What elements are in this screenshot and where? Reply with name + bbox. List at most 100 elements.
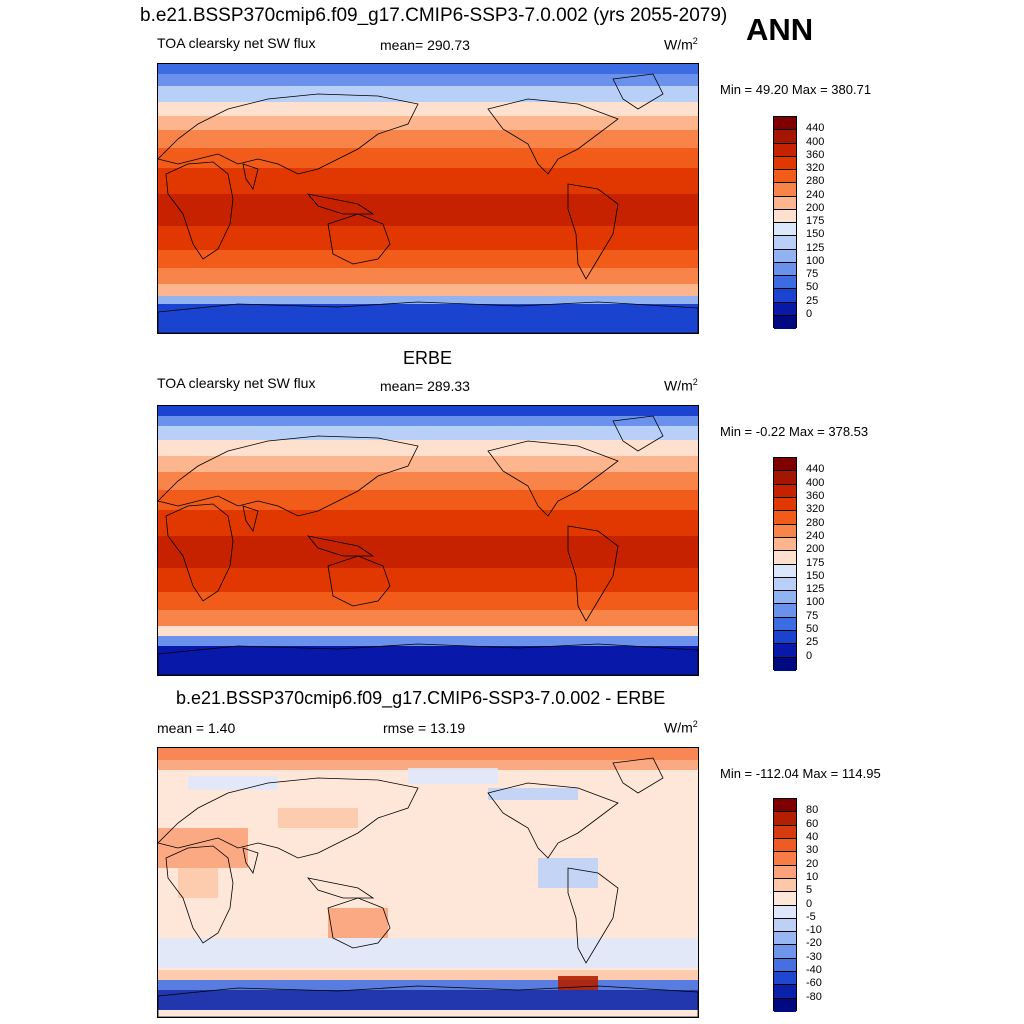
colorbar-swatch xyxy=(774,183,796,197)
colorbar-swatch xyxy=(774,865,796,879)
colorbar-tick-label: 75 xyxy=(806,609,819,622)
contour-band xyxy=(158,980,698,990)
colorbar-swatch xyxy=(774,905,796,919)
colorbar-swatch xyxy=(774,276,796,290)
coastline xyxy=(242,505,259,532)
colorbar-swatch xyxy=(774,799,796,813)
coastline xyxy=(158,643,698,675)
panel3-mean: mean = 1.40 xyxy=(157,720,236,736)
panel1-mean: mean= 290.73 xyxy=(380,37,470,53)
colorbar-tick-label: 240 xyxy=(806,188,825,201)
colorbar-tick-label: -60 xyxy=(806,977,822,990)
colorbar-swatch xyxy=(774,591,796,605)
contour-band xyxy=(158,938,698,968)
contour-band xyxy=(158,64,698,74)
coastline xyxy=(567,867,619,964)
colorbar-tick-label: 280 xyxy=(806,175,825,188)
coastline xyxy=(487,440,619,517)
panel3-units: W/m2 xyxy=(664,719,698,736)
colorbar-swatch xyxy=(774,302,796,316)
coastline xyxy=(242,847,259,874)
colorbar-tick-label: 440 xyxy=(806,463,825,476)
coastline xyxy=(612,73,664,110)
colorbar-tick-label: 20 xyxy=(806,857,819,870)
colorbar-swatch xyxy=(774,878,796,893)
colorbar-swatch xyxy=(774,170,796,184)
contour-band xyxy=(178,868,218,898)
colorbar-swatch xyxy=(774,852,796,866)
colorbar-tick-label: 30 xyxy=(806,844,819,857)
colorbar-swatch xyxy=(774,458,796,472)
contour-band xyxy=(158,440,698,456)
colorbar-swatch xyxy=(774,985,796,999)
contour-band xyxy=(158,568,698,592)
colorbar-tick-label: 125 xyxy=(806,583,825,596)
colorbar-swatch xyxy=(774,825,796,839)
contour-band xyxy=(158,828,248,868)
colorbar-tick-label: 125 xyxy=(806,241,825,254)
coastline xyxy=(306,193,375,215)
panel2-map xyxy=(157,405,699,676)
colorbar-tick-label: 200 xyxy=(806,543,825,556)
colorbar-swatch xyxy=(774,918,796,933)
contour-band xyxy=(158,626,698,636)
coastline xyxy=(242,163,259,190)
contour-band xyxy=(158,74,698,86)
colorbar-tick-label: -10 xyxy=(806,924,822,937)
colorbar-tick-label: 100 xyxy=(806,596,825,609)
colorbar-tick-label: 400 xyxy=(806,476,825,489)
coastline xyxy=(487,98,619,175)
colorbar-swatch xyxy=(774,812,796,826)
colorbar-swatch xyxy=(774,497,796,512)
colorbar-tick-label: 100 xyxy=(806,254,825,267)
colorbar-tick-label: 150 xyxy=(806,228,825,241)
contour-band xyxy=(158,148,698,168)
contour-band xyxy=(158,490,698,510)
panel3-colorbar xyxy=(773,798,797,1012)
coastline xyxy=(165,503,234,602)
colorbar-tick-label: 10 xyxy=(806,870,819,883)
contour-band xyxy=(158,284,698,296)
contour-band xyxy=(158,990,698,1010)
colorbar-tick-label: 40 xyxy=(806,830,819,843)
panel2-variable: TOA clearsky net SW flux xyxy=(157,375,316,391)
colorbar-swatch xyxy=(774,315,796,329)
colorbar-tick-label: -30 xyxy=(806,950,822,963)
contour-band xyxy=(158,760,698,770)
colorbar-tick-label: -20 xyxy=(806,937,822,950)
colorbar-tick-label: 0 xyxy=(806,649,813,662)
contour-band xyxy=(158,250,698,268)
colorbar-swatch xyxy=(774,577,796,592)
colorbar-swatch xyxy=(774,604,796,618)
contour-band xyxy=(328,908,388,938)
coastline xyxy=(327,897,391,949)
colorbar-swatch xyxy=(774,130,796,144)
colorbar-swatch xyxy=(774,117,796,131)
colorbar-tick-label: 25 xyxy=(806,636,819,649)
colorbar-tick-label: -40 xyxy=(806,964,822,977)
colorbar-swatch xyxy=(774,209,796,223)
colorbar-swatch xyxy=(774,564,796,578)
colorbar-swatch xyxy=(774,156,796,170)
colorbar-swatch xyxy=(774,484,796,498)
colorbar-swatch xyxy=(774,249,796,263)
contour-band xyxy=(488,788,578,800)
panel2-minmax: Min = -0.22 Max = 378.53 xyxy=(720,424,869,439)
colorbar-swatch xyxy=(774,617,796,632)
contour-band xyxy=(158,426,698,440)
colorbar-tick-label: 0 xyxy=(806,307,813,320)
colorbar-tick-label: 60 xyxy=(806,817,819,830)
coastline xyxy=(567,183,619,280)
contour-band xyxy=(408,768,498,784)
colorbar-tick-label: 360 xyxy=(806,489,825,502)
panel2-title: ERBE xyxy=(403,348,453,368)
coastline xyxy=(567,525,619,622)
panel3-minmax: Min = -112.04 Max = 114.95 xyxy=(720,766,881,781)
contour-band xyxy=(158,536,698,568)
coastline xyxy=(165,161,234,260)
colorbar-tick-label: 400 xyxy=(806,135,825,148)
contour-band xyxy=(158,130,698,148)
colorbar-swatch xyxy=(774,524,796,538)
contour-band xyxy=(158,296,698,304)
colorbar-swatch xyxy=(774,143,796,157)
